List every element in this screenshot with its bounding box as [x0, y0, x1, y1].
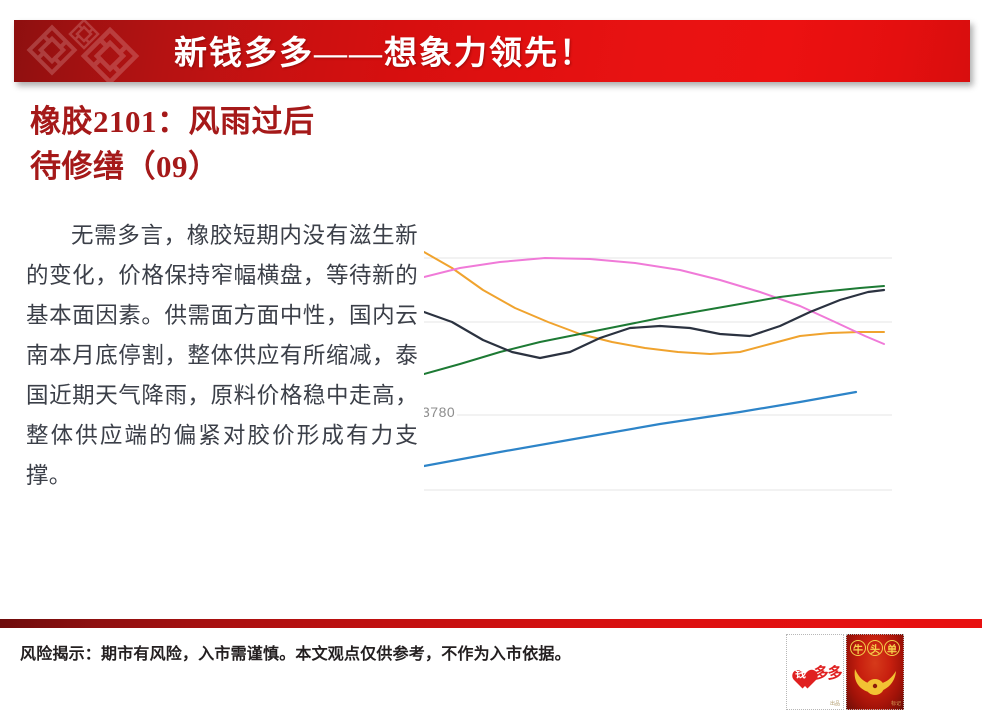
niu-tou-dan-char-1: 头	[867, 640, 883, 656]
y-axis-tick-label: 3780	[424, 404, 458, 420]
niu-tou-dan-sub: 标记	[890, 701, 901, 707]
ma-green-line	[424, 285, 885, 375]
header-banner: 新钱多多——想象力领先！	[14, 20, 970, 82]
heart-char: 钱	[794, 668, 806, 680]
niu-tou-dan-char-2: 单	[884, 640, 900, 656]
niu-tou-dan-stamp: 牛 头 单 标记	[846, 634, 904, 710]
bull-head-icon	[854, 669, 896, 695]
footer-logos: 钱 多多 出品 牛 头 单 标记	[786, 634, 904, 710]
candlestick-chart: 3780	[424, 236, 892, 494]
footer-divider	[0, 619, 982, 628]
ma-pink-line	[424, 257, 885, 345]
niu-tou-dan-chars: 牛 头 单	[847, 640, 903, 656]
risk-disclaimer: 风险揭示：期市有风险，入市需谨慎。本文观点仅供参考，不作为入市依据。	[20, 646, 571, 663]
qian-duo-duo-stamp: 钱 多多 出品	[786, 634, 844, 710]
analysis-paragraph: 无需多言，橡胶短期内没有滋生新的变化，价格保持窄幅横盘，等待新的基本面因素。供需…	[26, 223, 418, 488]
heart-icon: 钱	[788, 661, 812, 684]
ma-navy-line	[424, 288, 886, 360]
chart-canvas	[424, 251, 892, 491]
page-title-line-1: 橡胶2101：风雨过后	[30, 104, 315, 139]
page-title: 橡胶2101：风雨过后 待修缮（09）	[30, 100, 430, 190]
niu-tou-dan-char-0: 牛	[850, 640, 866, 656]
ma-orange-line	[424, 251, 885, 355]
qian-duo-duo-sub: 出品	[829, 701, 840, 707]
diamond-lattice-watermark-icon	[26, 20, 140, 82]
qian-duo-duo-text: 多多	[813, 665, 842, 682]
indicator-line	[424, 390, 858, 468]
header-title: 新钱多多——想象力领先！	[174, 36, 594, 73]
page-title-line-2: 待修缮（09）	[30, 148, 220, 184]
